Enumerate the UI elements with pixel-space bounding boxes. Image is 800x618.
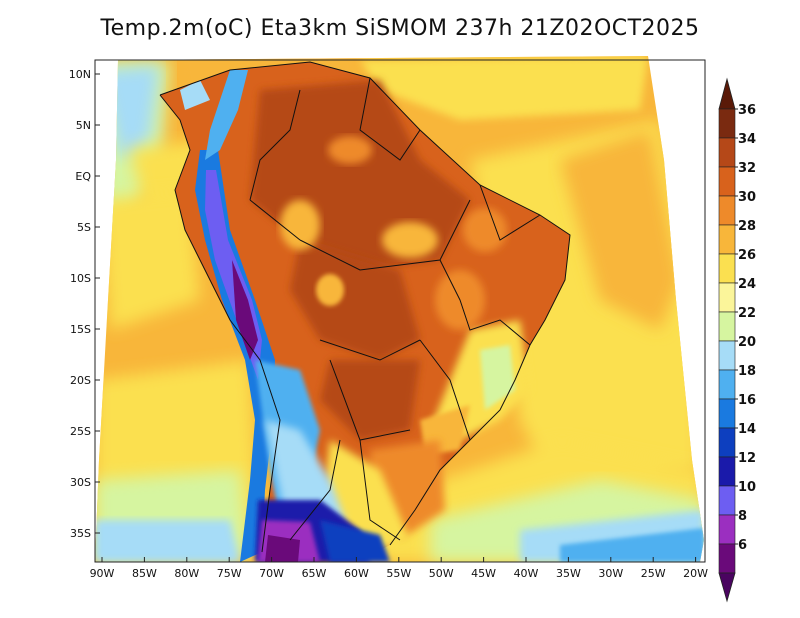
temperature-field (95, 56, 704, 562)
y-tick-label: EQ (75, 170, 91, 183)
y-tick-label: 25S (70, 425, 91, 438)
y-tick-label: 20S (70, 374, 91, 387)
colorbar-label: 16 (738, 393, 756, 408)
y-tick-label: 10S (70, 272, 91, 285)
x-tick-label: 85W (132, 567, 157, 580)
x-tick-label: 65W (302, 567, 327, 580)
colorbar-label: 18 (738, 364, 756, 379)
colorbar-swatch (718, 311, 736, 342)
colorbar-under-arrow (718, 572, 736, 603)
colorbar-over-arrow (718, 77, 736, 110)
colorbar-swatch (718, 456, 736, 487)
y-tick-label: 5S (77, 221, 91, 234)
colorbar-label: 32 (738, 161, 756, 176)
y-tick-label: 10N (69, 68, 91, 81)
x-tick-label: 75W (217, 567, 242, 580)
colorbar-swatch (718, 282, 736, 313)
colorbar-swatch (718, 137, 736, 168)
colorbar-label: 12 (738, 451, 756, 466)
colorbar-swatch (718, 224, 736, 255)
colorbar-swatch (718, 427, 736, 458)
colorbar: 36 34 32 30 28 26 24 22 20 18 16 14 12 10 8 6 (718, 77, 756, 603)
x-tick-label: 50W (429, 567, 454, 580)
colorbar-label: 8 (738, 509, 747, 524)
x-tick-label: 90W (90, 567, 115, 580)
x-tick-label: 55W (386, 567, 411, 580)
colorbar-swatch (718, 166, 736, 197)
x-axis: 90W 85W 80W 75W 70W 65W 60W 55W 50W 45W 40W 35W 30W 2… (90, 557, 708, 580)
x-tick-label: 70W (259, 567, 284, 580)
colorbar-label: 34 (738, 132, 756, 147)
x-tick-label: 45W (471, 567, 496, 580)
colorbar-swatch (718, 485, 736, 516)
colorbar-swatch (718, 340, 736, 371)
colorbar-swatch (718, 543, 736, 574)
y-tick-label: 5N (76, 119, 91, 132)
x-tick-label: 30W (598, 567, 623, 580)
colorbar-label: 14 (738, 422, 756, 437)
colorbar-swatch (718, 369, 736, 400)
colorbar-swatch (718, 398, 736, 429)
y-tick-label: 15S (70, 323, 91, 336)
map-title: Temp.2m(oC) Eta3km SiSMOM 237h 21Z02OCT2… (100, 16, 700, 41)
plot-frame (94, 59, 706, 563)
colorbar-label: 10 (738, 480, 756, 495)
x-tick-label: 35W (556, 567, 581, 580)
y-axis: 10N 5N EQ 5S 10S 15S 20S 25S 30S 35S (69, 68, 100, 540)
coastline-borders (159, 61, 571, 553)
x-tick-label: 60W (344, 567, 369, 580)
colorbar-label: 30 (738, 190, 756, 205)
colorbar-label: 24 (738, 277, 756, 292)
colorbar-label: 6 (738, 538, 747, 553)
colorbar-swatch (718, 253, 736, 284)
colorbar-label: 20 (738, 335, 756, 350)
y-tick-label: 35S (70, 527, 91, 540)
x-tick-label: 40W (514, 567, 539, 580)
colorbar-swatch (718, 514, 736, 545)
colorbar-swatch (718, 108, 736, 139)
colorbar-label: 36 (738, 103, 756, 118)
x-tick-label: 20W (683, 567, 708, 580)
colorbar-label: 28 (738, 219, 756, 234)
y-tick-label: 30S (70, 476, 91, 489)
colorbar-label: 26 (738, 248, 756, 263)
colorbar-label: 22 (738, 306, 756, 321)
x-tick-label: 80W (174, 567, 199, 580)
colorbar-swatch (718, 195, 736, 226)
x-tick-label: 25W (641, 567, 666, 580)
